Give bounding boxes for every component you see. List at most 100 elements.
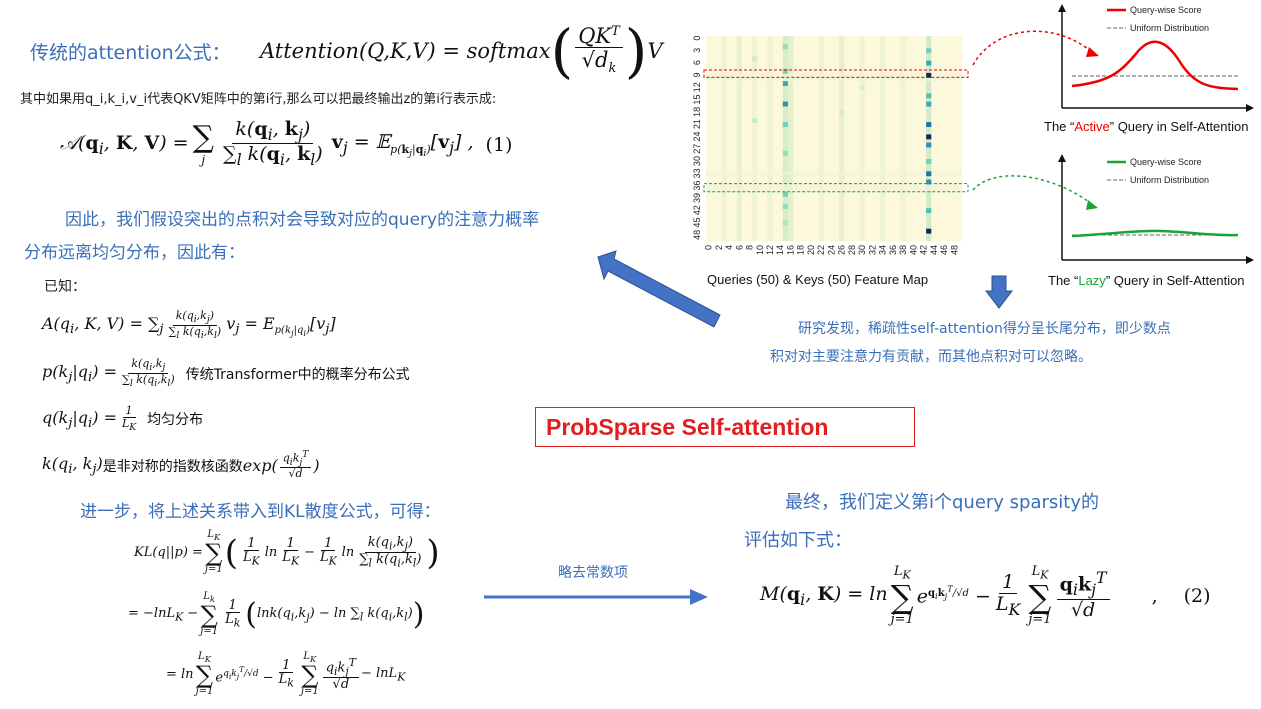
heatmap-xtick-label: 22 (816, 245, 826, 255)
heatmap-background (706, 36, 962, 241)
heatmap-cell (926, 93, 932, 99)
heatmap-xtick-label: 46 (939, 245, 949, 255)
heatmap-ytick-label: 48 (692, 230, 702, 240)
heatmap-cell (782, 220, 788, 226)
heatmap-cell (752, 118, 758, 123)
lazy-chart: Query-wise Score Uniform Distribution Th… (1048, 150, 1260, 290)
heatmap-xtick-label: 30 (857, 245, 867, 255)
heatmap-xtick-label: 10 (755, 245, 765, 255)
lazy-legend-score: Query-wise Score (1130, 157, 1202, 167)
heatmap-column-stripe (880, 36, 886, 241)
heatmap-xtick-label: 36 (888, 245, 898, 255)
active-legend-uniform: Uniform Distribution (1130, 23, 1210, 33)
k-label: 是非对称的指数核函数 (102, 458, 243, 475)
heatmap-row-stripe (706, 72, 962, 77)
heatmap-column-stripe (839, 36, 845, 241)
connector-arrows (972, 30, 1099, 210)
heatmap-xtick-label: 40 (908, 245, 918, 255)
heatmap-column-stripe (900, 36, 906, 241)
heatmap-column-stripe (787, 36, 794, 241)
heatmap-xtick-label: 0 (704, 245, 714, 250)
heatmap-cell (782, 68, 788, 74)
down-arrow (984, 275, 1014, 309)
heatmap-xtick-label: 4 (724, 245, 734, 250)
heatmap-xtick-label: 20 (806, 245, 816, 255)
heatmap-cell (926, 72, 932, 78)
heatmap-column-stripe (752, 36, 758, 241)
heatmap-cell (926, 208, 932, 214)
heatmap-ytick-label: 39 (692, 193, 702, 203)
heatmap-column-stripe (767, 36, 773, 241)
heatmap-ytick-label: 33 (692, 168, 702, 178)
heatmap-xtick-label: 14 (775, 245, 785, 255)
kl-eq-line-1: KL(q||p) = LK ∑ j=1 ( 1 LK ln 1 LK − 1 LK ln k(… (134, 529, 440, 576)
equation-2: M(qi, K) = ln LK ∑ j=1 eqikjT/√d − 1 LK LK ∑… (760, 564, 1211, 628)
equation-2-number: (2) (1183, 584, 1211, 607)
attention-title-label: 传统的attention公式： (30, 42, 231, 64)
heatmap-xtick-label: 32 (867, 245, 877, 255)
heatmap-ytick-label: 36 (692, 181, 702, 191)
heatmap-cell (782, 191, 788, 197)
heatmap-column-stripe (721, 36, 727, 241)
lazy-caption: The “Lazy” Query in Self-Attention (1048, 273, 1245, 288)
further-text: 进一步，将上述关系带入到KL散度公式，可得： (80, 502, 441, 522)
kl-eq-line-2: = −lnLK − Lk ∑ j=1 1 Lk ( lnk(qi,kj) − ln ∑… (128, 591, 425, 638)
heatmap-ytick-label: 30 (692, 156, 702, 166)
heatmap-cell (926, 134, 932, 140)
heatmap-ytick-label: 45 (692, 218, 702, 228)
known-eq-p: p(kj|qi) = k(qi,kj ∑l k(qi,kl) 传统Transfor… (42, 357, 410, 389)
heatmap-xtick-label: 44 (929, 245, 939, 255)
lazy-row-highlight (703, 183, 969, 193)
heatmap-xtick-label: 42 (919, 245, 929, 255)
finding-line-1: 研究发现，稀疏性self-attention得分呈长尾分布，即少数点 (798, 321, 1171, 337)
heatmap-cell (926, 122, 932, 128)
heatmap-xtick-label: 16 (785, 245, 795, 255)
heatmap-cell (926, 171, 932, 177)
heatmap-ytick-label: 12 (692, 82, 702, 92)
heatmap-ytick-label: 9 (692, 72, 702, 77)
heatmap-xtick-label: 48 (949, 245, 959, 255)
attention-formula: Attention(Q,K,V) = softmax ( QKT √dk ) V (260, 17, 663, 85)
heatmap-xtick-label: 6 (734, 245, 744, 250)
heatmap-cell (752, 56, 758, 62)
active-row-highlight (703, 69, 969, 78)
big-diagonal-arrow (597, 250, 721, 328)
heatmap-column-stripe (818, 36, 824, 241)
hypothesis-line-2: 分布远离均匀分布，因此有： (24, 243, 245, 263)
heatmap-column-stripe (736, 36, 742, 241)
p-label: 传统Transformer中的概率分布公式 (185, 366, 410, 383)
heatmap-ytick-label: 21 (692, 119, 702, 129)
heatmap-cell (926, 228, 932, 234)
heatmap-cell (926, 142, 932, 148)
known-eq-k: k(qi, kj) 是非对称的指数核函数 exp( qikjT √d ) (42, 449, 320, 481)
right-arrow (484, 589, 708, 605)
heatmap-cell (782, 204, 788, 210)
heatmap-xlabel: Queries (50) & Keys (50) Feature Map (707, 272, 929, 287)
heatmap-cell (926, 101, 932, 107)
heatmap-xtick-label: 38 (898, 245, 908, 255)
heatmap-row-stripe (706, 171, 962, 176)
equation-1: 𝒜(qi, K, V) = ∑ j k(qi, kj) ∑l k(qi, kl) v… (60, 118, 513, 170)
heatmap-ytick-label: 27 (692, 144, 702, 154)
heatmap-ytick-label: 3 (692, 48, 702, 53)
heatmap-row-stripe (706, 187, 962, 192)
heatmap-cell (782, 101, 788, 107)
known-eq-q: q(kj|qi) = 1 LK 均匀分布 (42, 404, 204, 433)
heatmap-ytick-label: 42 (692, 205, 702, 215)
heatmap-ytick-label: 6 (692, 60, 702, 65)
heatmap-ytick-label: 15 (692, 95, 702, 105)
heatmap-cell (926, 48, 932, 54)
heatmap-xtick-label: 26 (837, 245, 847, 255)
heatmap-cell (782, 150, 788, 156)
probsparse-title: ProbSparse Self-attention (546, 413, 829, 440)
heatmap-cell (839, 109, 845, 115)
finding-line-2: 积对对主要注意力有贡献，而其他点积对可以忽略。 (770, 349, 1092, 365)
final-line-1: 最终，我们定义第i个query sparsity的 (785, 492, 1100, 513)
heatmap-cell (926, 60, 932, 66)
active-chart: Query-wise Score Uniform Distribution Th… (1044, 0, 1255, 140)
heatmap-xtick-label: 24 (826, 245, 836, 255)
heatmap-ytick-label: 18 (692, 107, 702, 117)
heatmap-cell (926, 179, 932, 185)
heatmap-column-stripe (859, 36, 865, 241)
